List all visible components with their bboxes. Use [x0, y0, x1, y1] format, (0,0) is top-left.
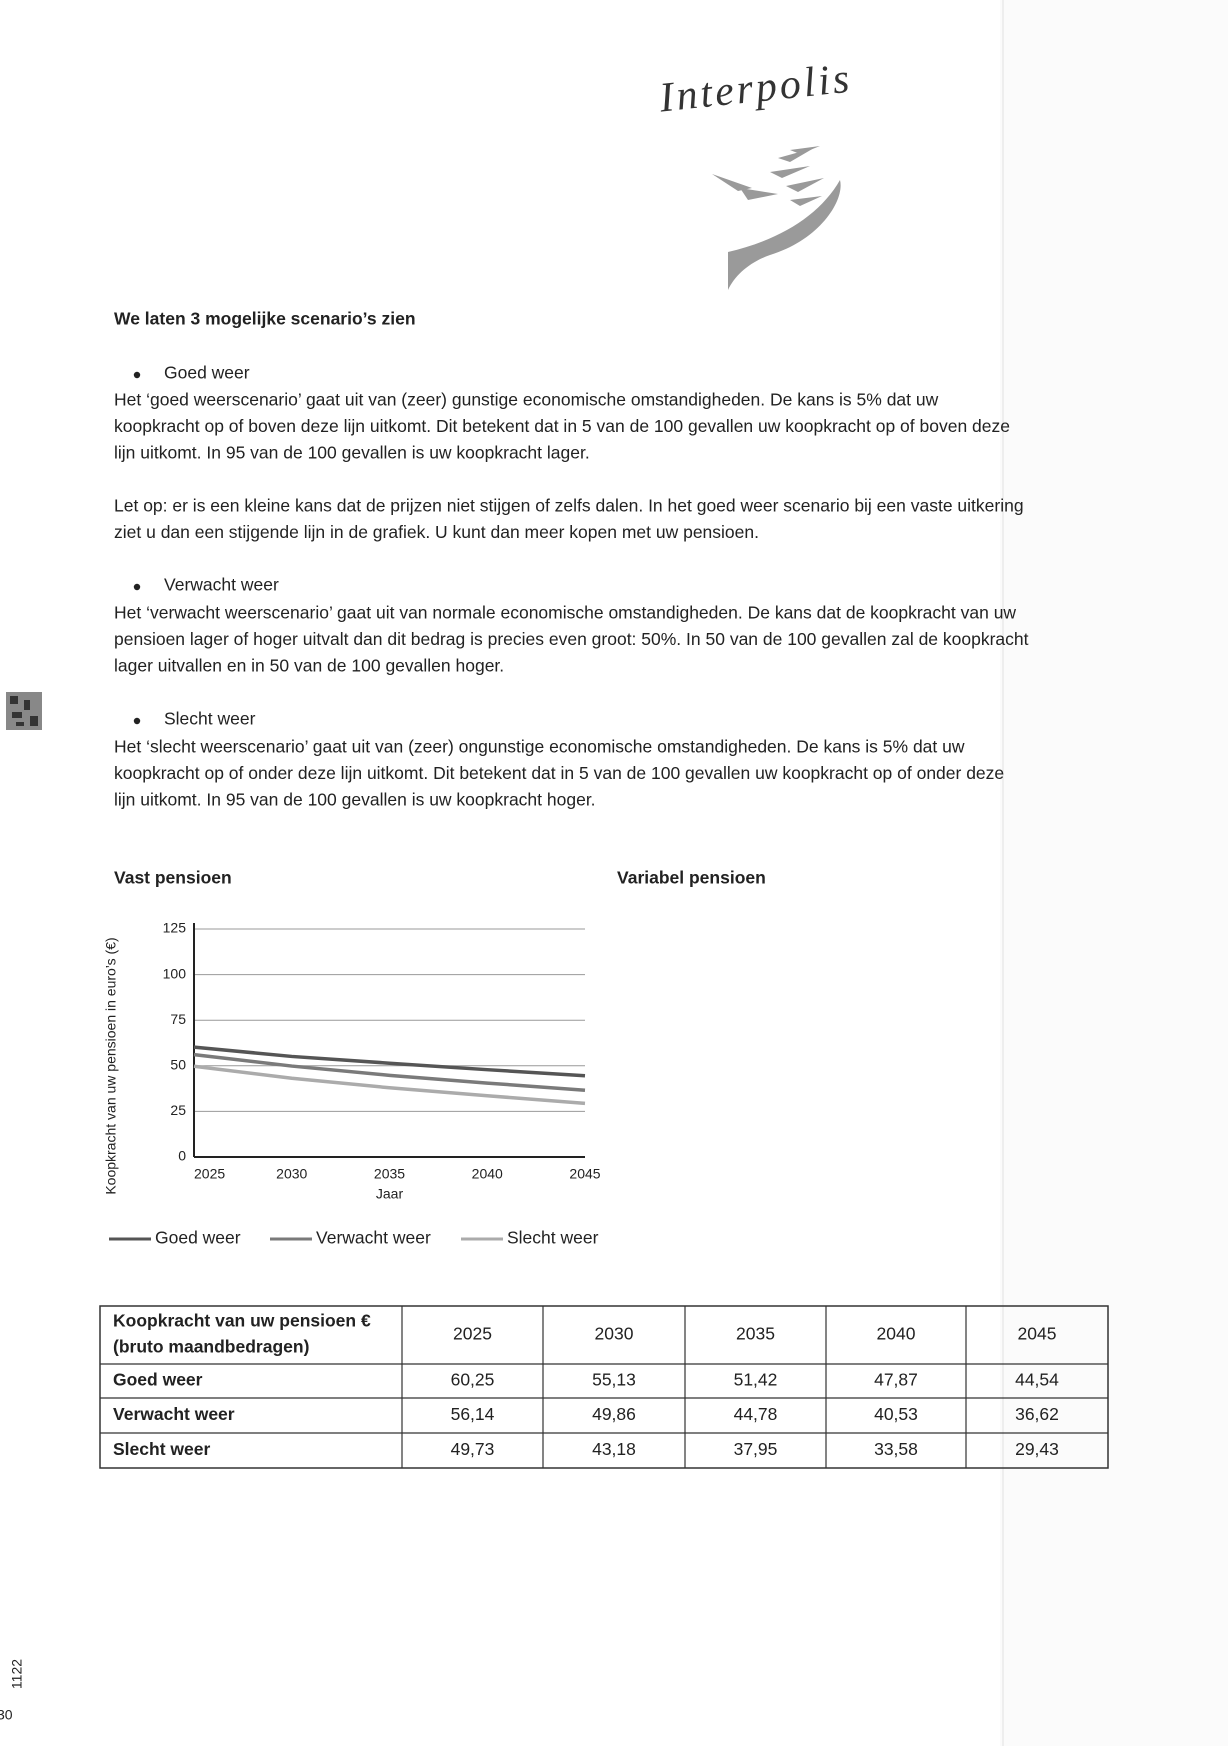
paragraph-line: koopkracht op of boven deze lijn uitkomt… [114, 416, 1010, 436]
paragraph-line: lijn uitkomt. In 95 van de 100 gevallen … [114, 443, 590, 463]
table-cell: 37,95 [734, 1439, 778, 1459]
table-header: Koopkracht van uw pensioen € [113, 1311, 371, 1331]
table-column-header: 2030 [595, 1324, 634, 1344]
paragraph-line: Let op: er is een kleine kans dat de pri… [114, 496, 1024, 516]
x-tick-label: 2025 [194, 1166, 225, 1182]
table-cell: 33,58 [874, 1439, 918, 1459]
paragraph-line: ziet u dan een stijgende lijn in de graf… [114, 522, 759, 542]
series-line [193, 1052, 586, 1092]
x-tick-label: 2035 [374, 1166, 405, 1182]
table-cell: 55,13 [592, 1370, 636, 1390]
series-line [193, 1045, 586, 1078]
table-row-label: Goed weer [113, 1370, 203, 1390]
table-cell: 49,73 [451, 1439, 495, 1459]
scenario-title: Slecht weer [164, 709, 256, 729]
legend-label: Goed weer [155, 1228, 241, 1248]
logo-fish [712, 146, 841, 290]
table-cell: 44,78 [734, 1404, 778, 1424]
logo: Interpolis [656, 56, 854, 122]
x-axis-label: Jaar [376, 1186, 404, 1202]
x-tick-label: 2045 [569, 1166, 600, 1182]
series-line [193, 1064, 586, 1106]
table-cell: 49,86 [592, 1404, 636, 1424]
paragraph-line: Het ‘verwacht weerscenario’ gaat uit van… [114, 603, 1016, 623]
heading: We laten 3 mogelijke scenario’s zien [114, 309, 416, 329]
chart-title: Variabel pensioen [617, 868, 766, 888]
y-tick-label: 125 [163, 920, 187, 936]
table-row-label: Verwacht weer [113, 1404, 235, 1424]
table-cell: 47,87 [874, 1370, 918, 1390]
table-header: (bruto maandbedragen) [113, 1337, 309, 1357]
table-cell: 36,62 [1015, 1404, 1059, 1424]
table-cell: 43,18 [592, 1439, 636, 1459]
bullet [133, 583, 141, 591]
x-tick-label: 2040 [472, 1166, 503, 1182]
table-cell: 44,54 [1015, 1370, 1059, 1390]
paragraph-line: koopkracht op of onder deze lijn uitkomt… [114, 763, 1004, 783]
table-cell: 56,14 [451, 1404, 495, 1424]
table-cell: 40,53 [874, 1404, 918, 1424]
table-column-header: 2045 [1018, 1324, 1057, 1344]
y-tick-label: 75 [170, 1011, 186, 1027]
table-column-header: 2025 [453, 1324, 492, 1344]
page-number: 30 [0, 1707, 13, 1723]
paragraph-line: Het ‘slecht weerscenario’ gaat uit van (… [114, 737, 965, 757]
bullet [133, 371, 141, 379]
qr-code [6, 692, 42, 730]
y-tick-label: 25 [170, 1102, 186, 1118]
legend-label: Slecht weer [507, 1228, 599, 1248]
legend-label: Verwacht weer [316, 1228, 431, 1248]
table-column-header: 2035 [736, 1324, 775, 1344]
y-axis-label: Koopkracht van uw pensioen in euro’s (€) [103, 937, 119, 1194]
y-tick-label: 100 [163, 965, 187, 981]
paragraph-line: lijn uitkomt. In 95 van de 100 gevallen … [114, 790, 596, 810]
margin-code: 1122 [9, 1659, 25, 1689]
paragraph-line: pensioen lager of hoger uitvalt dan dit … [114, 629, 1029, 649]
table-cell: 60,25 [451, 1370, 495, 1390]
page-edge [1000, 0, 1228, 1746]
bullet [133, 717, 141, 725]
table-row-label: Slecht weer [113, 1439, 210, 1459]
chart-title: Vast pensioen [114, 868, 232, 888]
table-border [99, 1305, 1109, 1469]
y-tick-label: 0 [178, 1148, 186, 1164]
paragraph-line: lager uitvallen en in 50 van de 100 geva… [114, 656, 504, 676]
scenario-title: Goed weer [164, 363, 250, 383]
scenario-title: Verwacht weer [164, 575, 279, 595]
table-column-header: 2040 [877, 1324, 916, 1344]
paragraph-line: Het ‘goed weerscenario’ gaat uit van (ze… [114, 390, 939, 410]
y-tick-label: 50 [170, 1057, 186, 1073]
table-cell: 29,43 [1015, 1439, 1059, 1459]
x-tick-label: 2030 [276, 1166, 307, 1182]
table-cell: 51,42 [734, 1370, 778, 1390]
